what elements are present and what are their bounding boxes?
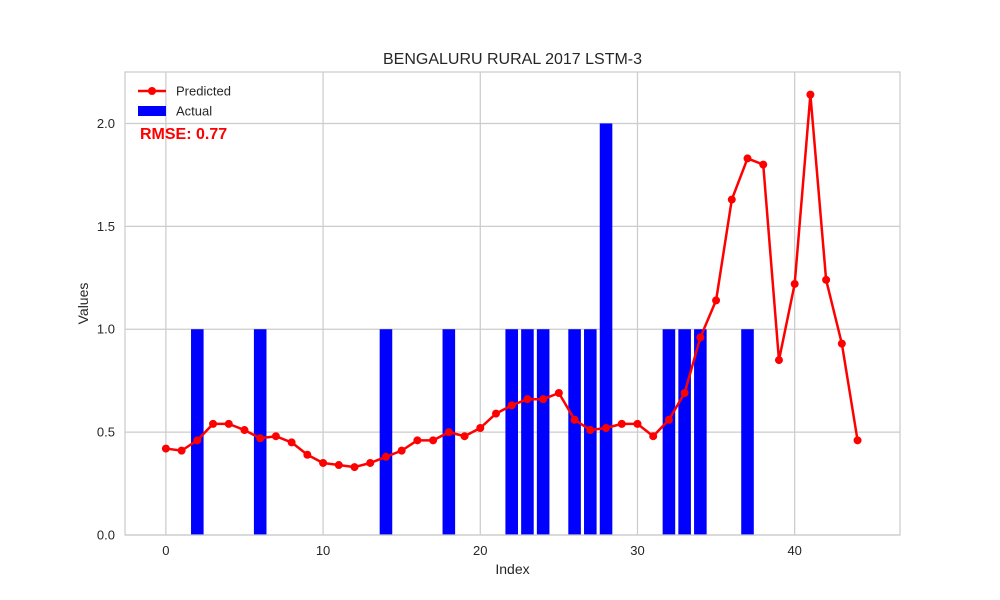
legend-predicted-label: Predicted: [176, 84, 231, 99]
actual-bar: [379, 329, 393, 535]
actual-bar: [568, 329, 581, 535]
actual-bar: [741, 329, 754, 535]
predicted-point: [837, 339, 846, 348]
y-tick-label: 1.0: [97, 322, 115, 337]
predicted-point: [570, 415, 579, 424]
predicted-point: [287, 438, 296, 447]
predicted-point: [271, 432, 280, 441]
x-tick-label: 10: [316, 543, 330, 558]
legend-actual-swatch: [138, 106, 166, 116]
x-tick-labels: 0 10 20 30 40: [162, 543, 802, 558]
predicted-point: [460, 432, 469, 441]
actual-bar: [694, 329, 707, 535]
y-tick-label: 1.5: [97, 219, 115, 234]
predicted-point: [790, 279, 799, 288]
predicted-point: [602, 423, 611, 432]
predicted-point: [507, 401, 516, 410]
predicted-point: [727, 195, 736, 204]
predicted-point: [224, 419, 233, 428]
y-tick-label: 0.0: [97, 528, 115, 543]
predicted-point: [806, 90, 815, 99]
predicted-point: [617, 419, 626, 428]
predicted-point: [649, 432, 658, 441]
predicted-point: [680, 389, 689, 398]
predicted-point: [193, 436, 202, 445]
predicted-point: [177, 446, 186, 455]
y-tick-labels: 0.0 0.5 1.0 1.5 2.0: [97, 116, 115, 543]
predicted-point: [303, 450, 312, 459]
rmse-annotation: RMSE: 0.77: [140, 126, 227, 143]
predicted-point: [539, 395, 548, 404]
plot-frame: [124, 71, 901, 536]
predicted-point: [429, 436, 438, 445]
x-tick-label: 40: [787, 543, 801, 558]
actual-bar: [662, 329, 676, 535]
predicted-point: [476, 423, 485, 432]
actual-bar: [521, 329, 534, 535]
actual-bars: [191, 123, 754, 535]
predicted-series: [161, 90, 862, 472]
x-tick-label: 0: [162, 543, 169, 558]
predicted-point: [209, 419, 218, 428]
chart-title: BENGALURU RURAL 2017 LSTM-3: [383, 51, 642, 68]
legend-actual-label: Actual: [176, 104, 212, 119]
actual-bar: [191, 329, 204, 535]
predicted-point: [491, 409, 500, 418]
x-axis-label: Index: [495, 561, 529, 577]
predicted-point: [664, 415, 673, 424]
actual-bar: [536, 329, 550, 535]
predicted-point: [853, 436, 862, 445]
y-tick-label: 0.5: [97, 425, 115, 440]
predicted-point: [413, 436, 422, 445]
predicted-point: [586, 426, 595, 435]
predicted-point: [334, 461, 343, 470]
predicted-point: [712, 296, 721, 305]
actual-bar: [253, 329, 267, 535]
predicted-point: [350, 463, 359, 472]
predicted-point: [633, 419, 642, 428]
predicted-point: [397, 446, 406, 455]
predicted-point: [256, 434, 265, 443]
predicted-point: [366, 458, 375, 467]
legend-predicted-marker: [148, 87, 156, 95]
x-tick-label: 20: [473, 543, 487, 558]
predicted-point: [319, 458, 328, 467]
y-tick-label: 2.0: [97, 116, 115, 131]
predicted-point: [381, 452, 390, 461]
predicted-point: [774, 356, 783, 365]
predicted-point: [743, 154, 752, 163]
predicted-point: [822, 275, 831, 284]
actual-bar: [678, 329, 691, 535]
predicted-point: [444, 428, 453, 437]
plot-area: [124, 71, 901, 536]
actual-bar: [505, 329, 519, 535]
x-tick-label: 30: [630, 543, 644, 558]
predicted-point: [554, 389, 563, 398]
predicted-point: [240, 426, 249, 435]
predicted-point: [759, 160, 768, 169]
predicted-point: [161, 444, 170, 453]
actual-bar: [599, 123, 613, 535]
predicted-point: [696, 333, 705, 342]
legend: Predicted Actual: [138, 84, 231, 119]
y-axis-label: Values: [75, 283, 91, 325]
predicted-point: [523, 395, 532, 404]
